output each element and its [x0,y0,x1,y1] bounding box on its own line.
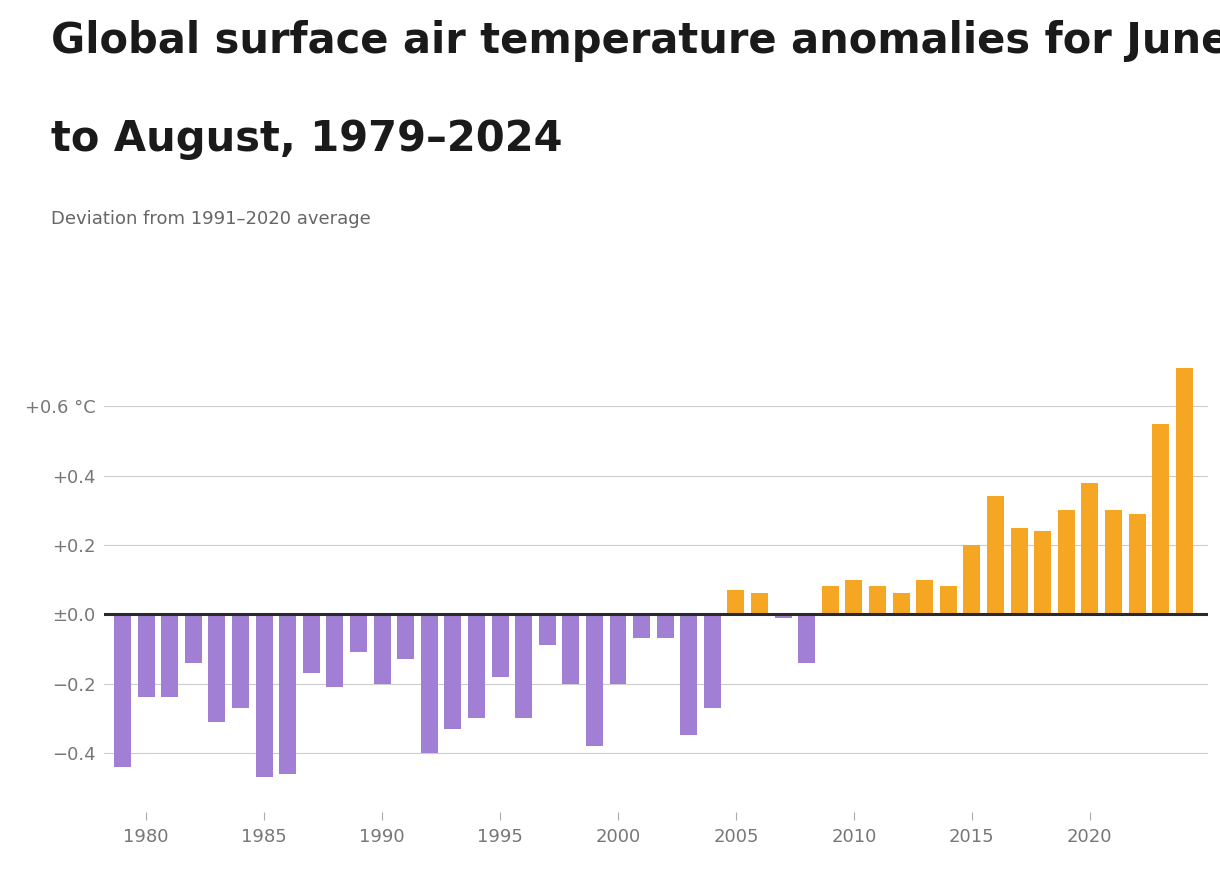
Bar [492,615,509,676]
Bar [444,615,461,729]
Bar [775,615,792,617]
Text: to August, 1979–2024: to August, 1979–2024 [51,118,562,160]
Bar [209,615,226,722]
Text: Global surface air temperature anomalies for June: Global surface air temperature anomalies… [51,20,1220,62]
Text: Deviation from 1991–2020 average: Deviation from 1991–2020 average [51,210,371,227]
Bar [373,615,390,683]
Bar [610,615,627,683]
Bar [656,615,673,639]
Bar [916,580,933,615]
Bar [115,615,131,766]
Bar [232,615,249,707]
Bar [256,615,272,777]
Bar [681,615,698,736]
Bar [515,615,532,718]
Bar [138,615,155,698]
Bar [327,615,343,687]
Bar [1058,510,1075,615]
Bar [798,615,815,663]
Bar [350,615,367,652]
Bar [727,590,744,615]
Bar [704,615,721,707]
Bar [539,615,556,646]
Bar [586,615,603,746]
Bar [562,615,580,683]
Bar [421,615,438,753]
Bar [869,586,886,615]
Bar [845,580,863,615]
Bar [633,615,650,639]
Bar [303,615,320,673]
Bar [1128,514,1146,615]
Bar [468,615,484,718]
Bar [398,615,414,659]
Bar [185,615,201,663]
Bar [964,545,981,615]
Bar [939,586,956,615]
Bar [161,615,178,698]
Bar [1035,531,1052,615]
Bar [822,586,839,615]
Bar [1010,527,1027,615]
Bar [279,615,296,773]
Bar [987,496,1004,615]
Bar [1152,424,1169,615]
Bar [893,593,910,615]
Bar [1105,510,1122,615]
Bar [1081,483,1098,615]
Bar [1176,368,1193,615]
Bar [752,593,769,615]
